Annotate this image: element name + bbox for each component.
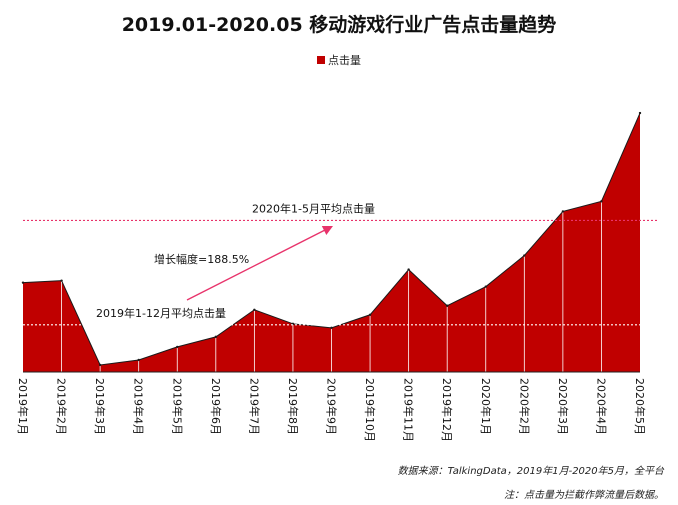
x-tick-label: 2019年1月 [16, 378, 30, 435]
growth-arrow-shaft [186, 228, 328, 301]
x-tick-label: 2019年3月 [93, 378, 107, 435]
x-tick-label: 2020年4月 [594, 378, 608, 435]
reference-label-2020: 2020年1-5月平均点击量 [252, 201, 375, 215]
data-point [407, 268, 410, 271]
x-tick-label: 2020年2月 [517, 378, 531, 435]
legend: 点击量 [0, 52, 678, 68]
x-tick-label: 2019年6月 [209, 378, 223, 435]
data-point [561, 210, 565, 213]
data-point [600, 200, 603, 203]
data-point [214, 335, 218, 339]
x-tick-label: 2019年8月 [286, 378, 300, 435]
x-tick-label: 2019年7月 [247, 378, 261, 435]
data-point [98, 363, 102, 367]
data-point [60, 279, 63, 282]
data-source-note: 数据来源：TalkingData，2019年1月-2020年5月，全平台 [397, 466, 664, 477]
data-point [638, 111, 642, 115]
data-point [484, 285, 487, 288]
data-point [523, 254, 526, 257]
data-point [330, 326, 333, 330]
data-point [368, 313, 372, 316]
x-tick-label: 2019年5月 [170, 378, 184, 435]
x-tick-label: 2019年12月 [440, 378, 454, 442]
legend-swatch [317, 56, 325, 64]
x-tick-label: 2020年5月 [633, 378, 647, 435]
x-tick-label: 2020年3月 [556, 378, 570, 435]
data-point [176, 345, 179, 349]
growth-arrow-head [321, 226, 333, 235]
growth-annotation: 增长幅度=188.5% [154, 252, 249, 266]
data-point [137, 358, 140, 362]
chart-title: 2019.01-2020.05 移动游戏行业广告点击量趋势 [121, 14, 557, 36]
x-tick-label: 2019年2月 [55, 378, 69, 435]
data-point [253, 308, 256, 311]
x-tick-label: 2020年1月 [479, 378, 493, 435]
data-point [445, 304, 449, 307]
x-tick-label: 2019年11月 [402, 378, 416, 442]
reference-label-2019: 2019年1-12月平均点击量 [96, 306, 226, 320]
x-tick-label: 2019年10月 [363, 378, 377, 442]
x-tick-label: 2019年4月 [132, 378, 146, 435]
data-point [21, 281, 25, 284]
x-tick-label: 2019年9月 [325, 378, 339, 435]
data-note: 注：点击量为拦截作弊流量后数据。 [504, 490, 664, 501]
legend-label: 点击量 [328, 54, 361, 67]
